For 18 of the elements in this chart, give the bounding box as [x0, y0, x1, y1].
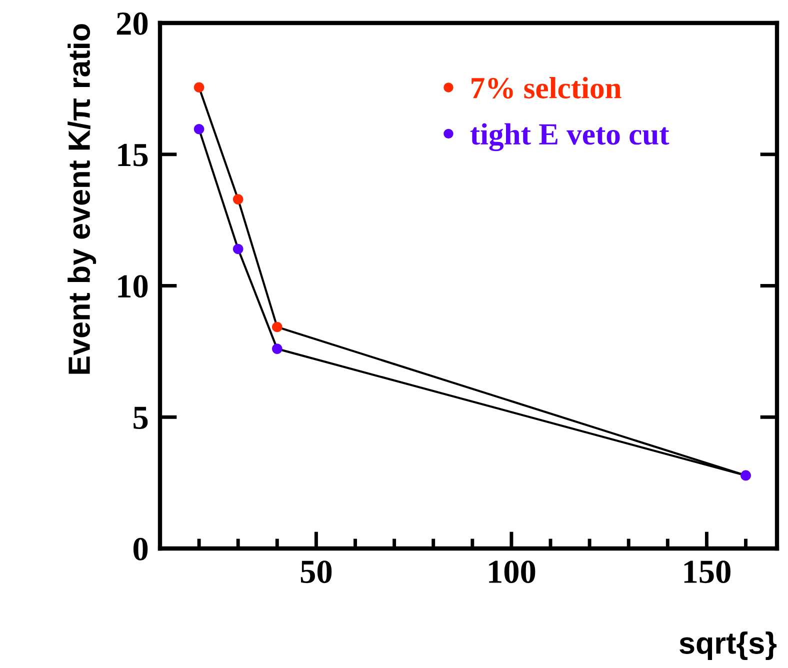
point — [272, 322, 282, 332]
y-tick-label: 0 — [133, 538, 148, 560]
point — [194, 82, 204, 93]
y-tick-label: 5 — [134, 406, 148, 430]
x-tick-label: 150 — [684, 560, 730, 584]
point — [232, 244, 244, 254]
x-tick-label: 100 — [489, 560, 536, 584]
x-axis-title: sqrt{s} — [680, 632, 777, 660]
point — [194, 124, 204, 134]
legend-label: 7% selction — [472, 76, 622, 99]
y-axis-title: Event by event K/π ratio — [68, 24, 96, 374]
y-tick-label: 10 — [118, 275, 148, 298]
x-tick-label: 50 — [300, 560, 332, 584]
point — [232, 194, 244, 204]
y-tick-label: 20 — [116, 12, 148, 35]
point — [272, 344, 282, 354]
legend-label: tight E veto cut — [470, 123, 670, 152]
y-tick-label: 15 — [118, 144, 148, 166]
